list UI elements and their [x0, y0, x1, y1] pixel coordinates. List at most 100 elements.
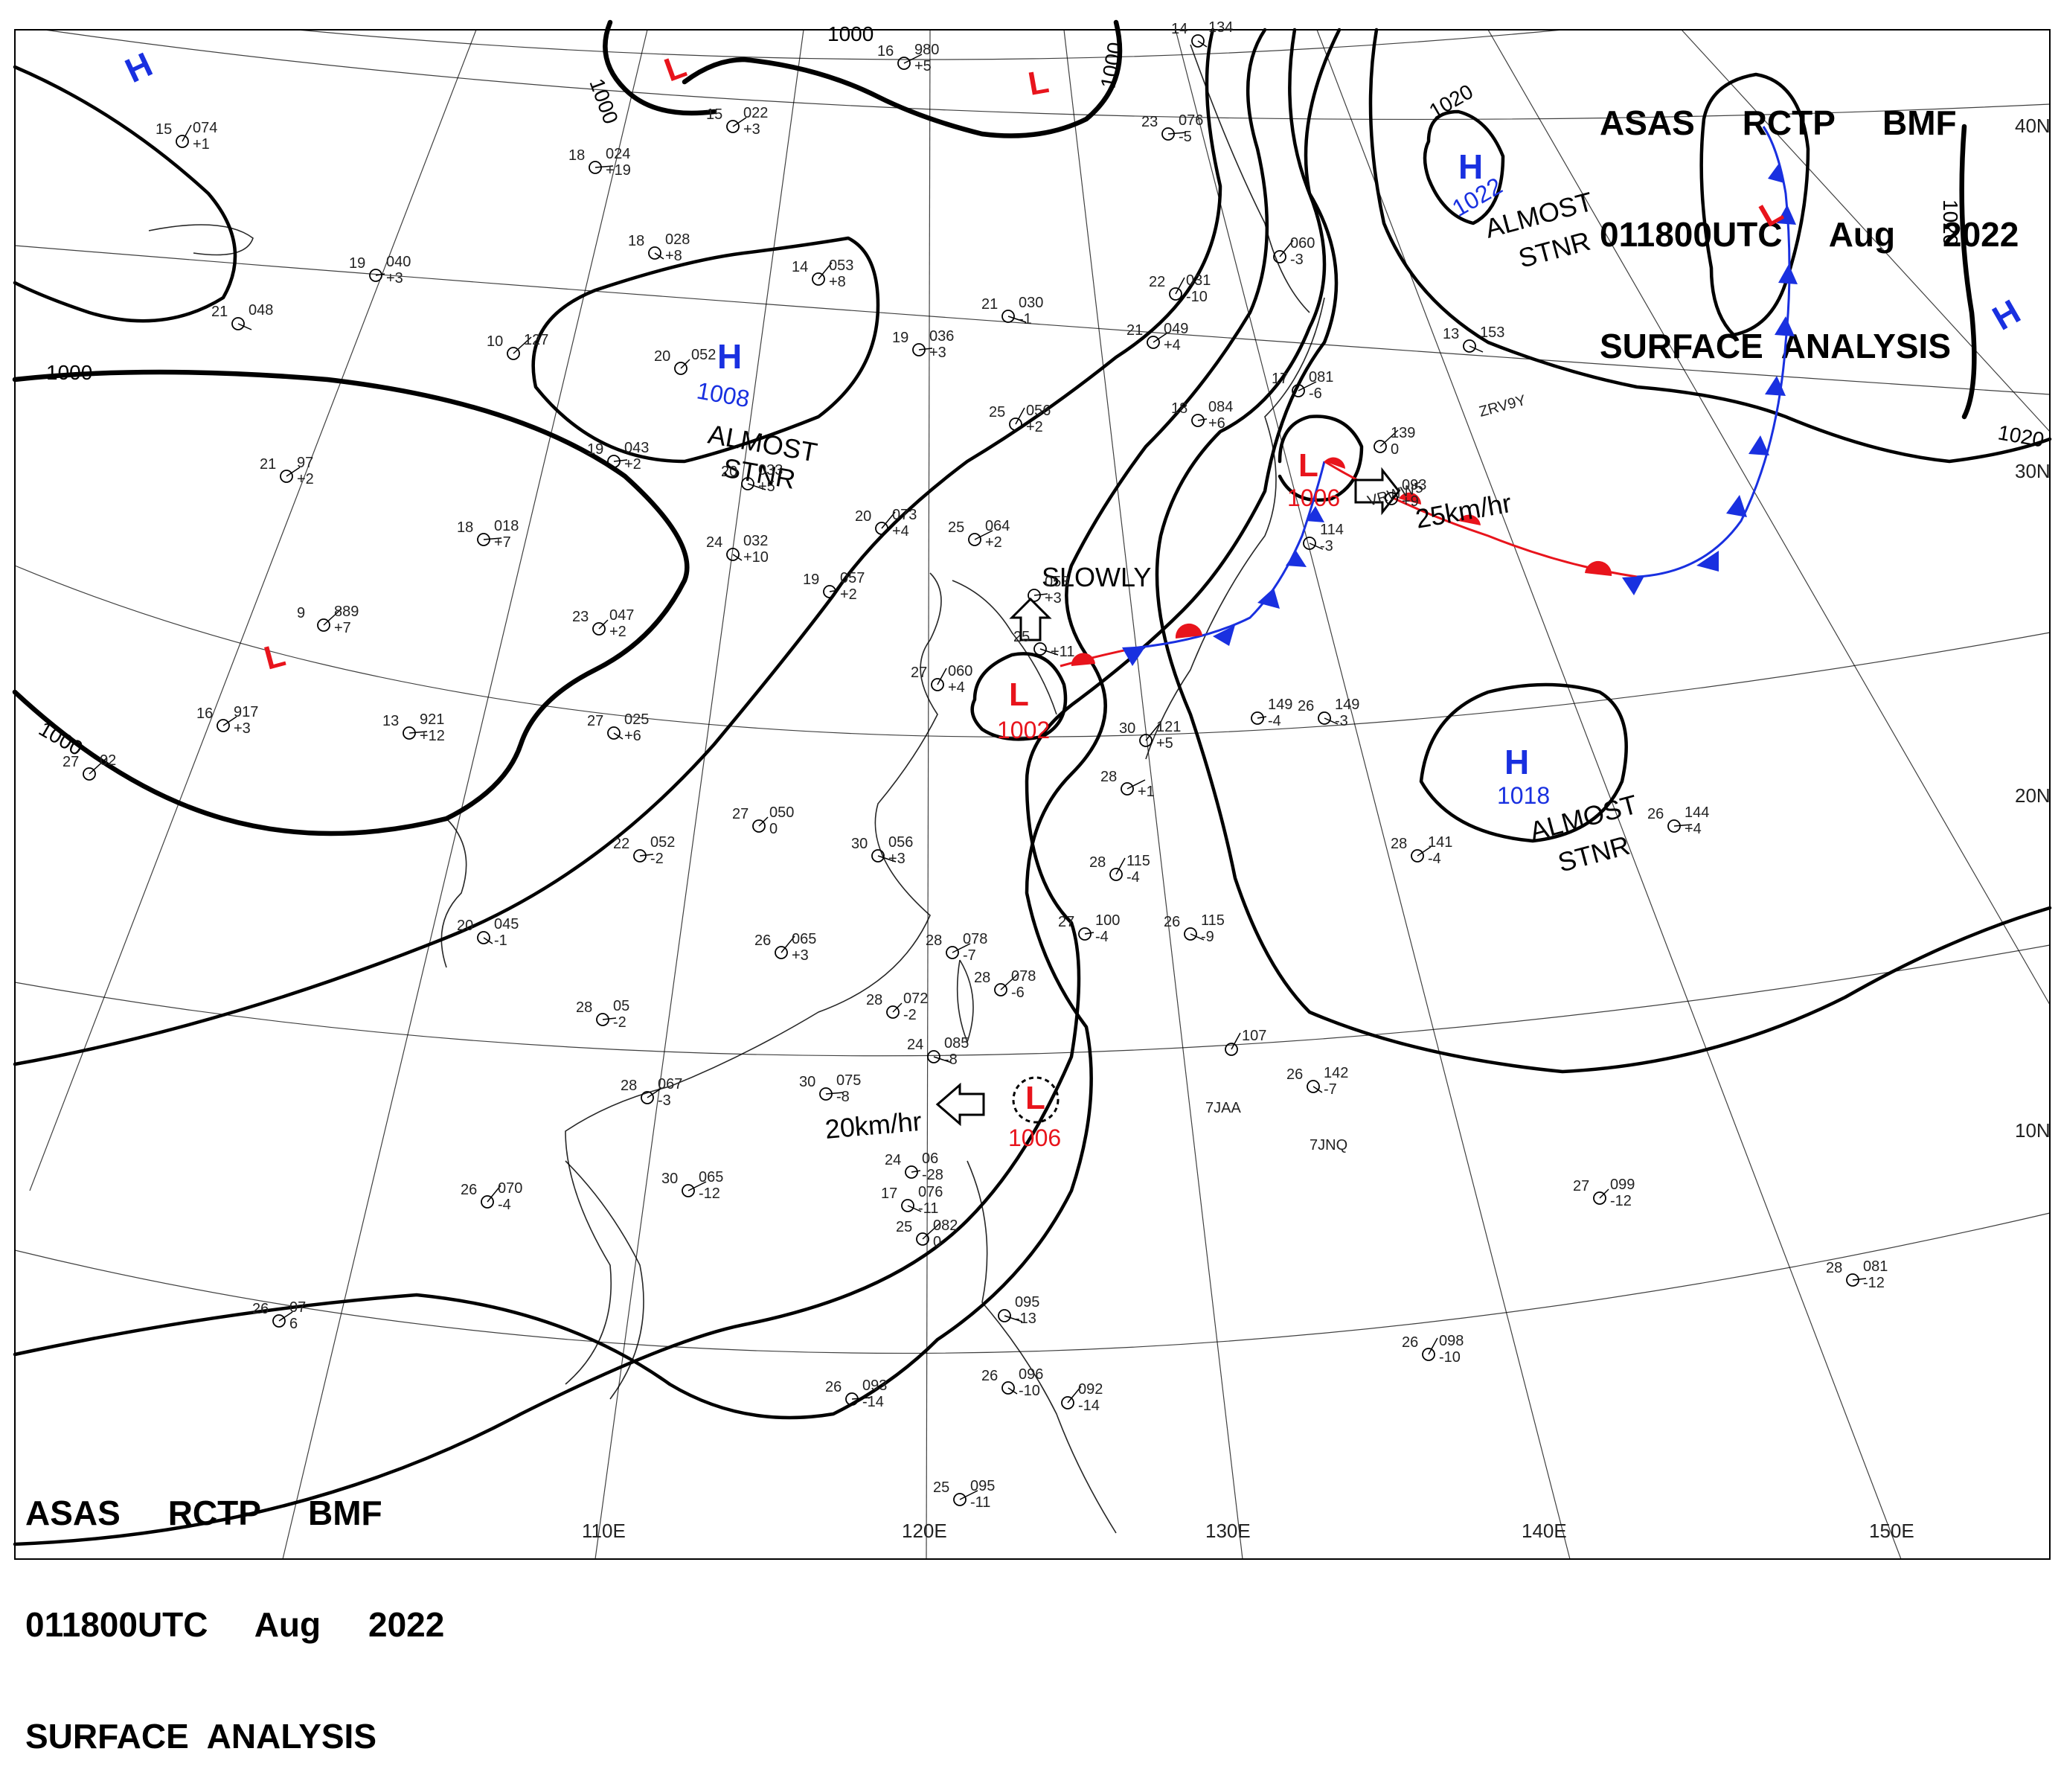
station-circle: [1303, 537, 1316, 550]
station-wind-barb: [1115, 857, 1126, 875]
station-circle: [726, 548, 740, 561]
station-pressure: 085: [944, 1035, 969, 1052]
coast-inland-1: [148, 224, 254, 256]
station-wind-barb: [1391, 489, 1401, 499]
station-plot: 22 031-10: [1149, 272, 1211, 305]
station-wind-barb: [1428, 1337, 1438, 1355]
station-tendency: -10: [1019, 1383, 1040, 1399]
station-plot: 13 921+12: [382, 711, 445, 744]
station-circle: [1009, 417, 1022, 431]
station-tendency: -7: [963, 947, 976, 964]
station-circle: [968, 533, 981, 546]
station-plot: 28 081-12: [1826, 1258, 1888, 1291]
station-wind-barb: [278, 1311, 293, 1322]
station-tendency: -2: [613, 1014, 626, 1031]
station-temperature: 22: [1149, 274, 1165, 290]
station-temperature: 28: [926, 932, 942, 949]
station-tendency: -10: [1439, 1349, 1461, 1366]
station-wind-barb: [732, 117, 747, 127]
station-tendency: -4: [498, 1197, 511, 1213]
station-wind-barb: [1309, 543, 1324, 550]
station-wind-barb: [781, 935, 795, 953]
station-wind-barb: [613, 459, 628, 462]
station-tendency: -11: [918, 1200, 938, 1217]
station-circle: [871, 849, 885, 863]
station-circle: [1028, 589, 1041, 602]
meridian-130e: [1063, 29, 1243, 1560]
station-wind-barb: [952, 943, 971, 953]
station-pressure: 081: [1309, 369, 1333, 385]
station-temperature: 14: [1171, 21, 1187, 37]
station-temperature: 25: [933, 1479, 949, 1496]
station-plot: 28 115-4: [1089, 853, 1150, 886]
station-pressure: 030: [1019, 295, 1043, 311]
station-pressure: 889: [334, 604, 359, 620]
station-plot: 27 025+6: [587, 711, 649, 744]
lat-label-20n: 20N: [2015, 784, 2051, 807]
station-wind-barb: [598, 619, 609, 630]
cold-front-tri-3: [1257, 588, 1280, 609]
lon-label-130e: 130E: [1205, 1520, 1251, 1542]
station-temperature: 26: [1298, 698, 1314, 714]
station-plot: 17 081-6: [1272, 369, 1333, 402]
station-tendency: -14: [862, 1394, 884, 1410]
station-tendency: -1: [494, 932, 507, 949]
station-wind-barb: [1033, 593, 1048, 596]
lat-label-40n: 40N: [2015, 115, 2051, 137]
station-wind-barb: [747, 483, 766, 490]
station-circle: [272, 1314, 286, 1328]
station-wind-barb: [933, 1056, 952, 1063]
station-pressure: 081: [1863, 1258, 1888, 1275]
station-temperature: 21: [211, 304, 228, 320]
station-pressure: 064: [985, 518, 1010, 534]
station-circle: [317, 618, 330, 632]
lat-label-10n: 10N: [2015, 1119, 2051, 1142]
station-pressure: 018: [494, 518, 519, 534]
station-tendency: +9: [1402, 493, 1419, 510]
header-bottom-line3: SURFACE ANALYSIS: [25, 1717, 377, 1756]
station-pressure: 053: [829, 257, 853, 274]
station-pressure: 073: [892, 507, 917, 523]
station-tendency: +1: [193, 136, 210, 153]
station-plot: 14 053+8: [792, 257, 853, 290]
station-temperature: 26: [1402, 1334, 1418, 1351]
station-tendency: -8: [944, 1052, 958, 1068]
station-circle: [927, 1050, 940, 1063]
coast-china: [565, 572, 942, 1385]
station-pressure: 047: [609, 607, 634, 624]
station-pressure: 031: [1186, 272, 1211, 289]
station-temperature: 30: [851, 836, 868, 852]
isobar-1020-east: [1959, 124, 1977, 420]
station-wind-barb: [1379, 429, 1399, 447]
coast-inland-2: [440, 818, 467, 968]
station-tendency: -3: [1290, 252, 1304, 268]
station-tendency: -13: [1015, 1311, 1036, 1327]
station-circle: [1385, 492, 1398, 505]
fronts: [1060, 126, 1798, 668]
station-wind-barb: [732, 554, 743, 561]
station-tendency: -2: [903, 1007, 917, 1023]
low-center-1006-north: L: [1298, 447, 1318, 484]
station-plot: 20 033+5: [721, 462, 783, 495]
station-wind-barb: [825, 1092, 844, 1095]
station-temperature: 30: [1119, 720, 1135, 737]
station-circle: [1191, 414, 1205, 427]
lon-label-120e: 120E: [902, 1520, 947, 1542]
station-wind-barb: [851, 1397, 871, 1400]
station-temperature: 27: [62, 754, 79, 770]
warm-front-bump-5: [1458, 514, 1481, 525]
station-wind-barb: [680, 359, 690, 369]
station-tendency: +12: [420, 728, 445, 744]
station-wind-barb: [974, 530, 993, 540]
warm-front-bump-6: [1585, 560, 1612, 576]
station-wind-barb: [1852, 1278, 1867, 1281]
isobar-east-front-wrap: [1155, 28, 2052, 1074]
station-tendency: -3: [1320, 538, 1333, 554]
station-pressure: 139: [1391, 425, 1415, 441]
station-tendency: +5: [914, 58, 932, 74]
station-pressure: 149: [1268, 697, 1292, 713]
station-temperature: 26: [825, 1379, 842, 1395]
station-temperature: 16: [196, 705, 213, 722]
meridian-110e: [594, 29, 804, 1560]
